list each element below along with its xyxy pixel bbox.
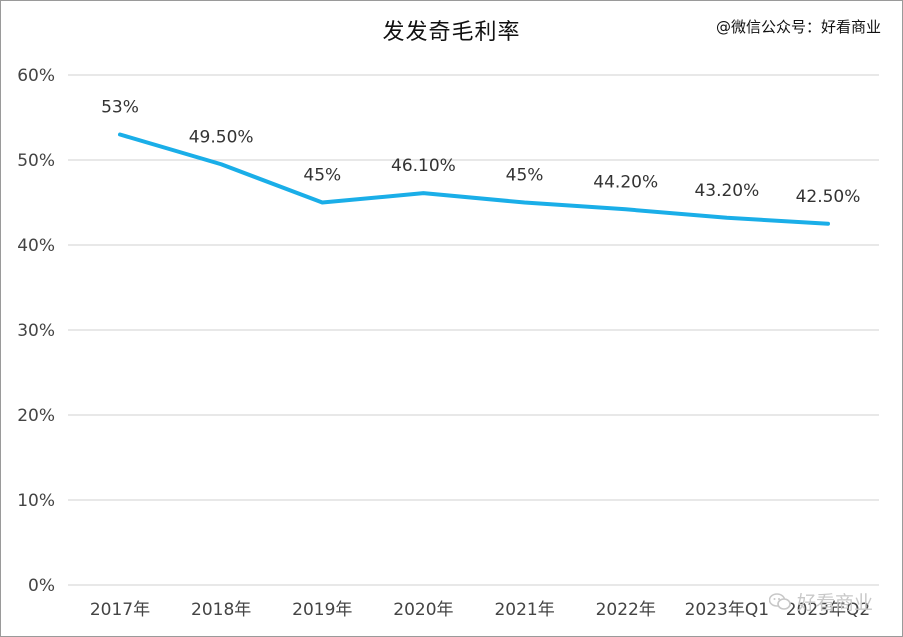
source-credit: @微信公众号：好看商业 bbox=[715, 18, 881, 36]
x-tick-label: 2022年 bbox=[596, 600, 656, 620]
x-tick-label: 2023年Q2 bbox=[786, 600, 870, 620]
x-tick-label: 2023年Q1 bbox=[685, 600, 769, 620]
y-tick-label: 50% bbox=[17, 151, 55, 171]
y-tick-label: 60% bbox=[17, 66, 55, 86]
y-tick-label: 40% bbox=[17, 236, 55, 256]
data-label: 53% bbox=[101, 98, 139, 118]
x-tick-label: 2020年 bbox=[393, 600, 453, 620]
y-tick-label: 0% bbox=[28, 576, 55, 596]
data-label: 42.50% bbox=[796, 187, 861, 207]
chat-bubble-icon bbox=[768, 592, 791, 610]
data-label: 45% bbox=[303, 166, 341, 186]
data-label: 43.20% bbox=[694, 181, 759, 201]
data-label: 49.50% bbox=[189, 127, 254, 147]
y-tick-label: 20% bbox=[17, 406, 55, 426]
data-label: 45% bbox=[506, 166, 544, 186]
data-label: 44.20% bbox=[593, 172, 658, 192]
series-line bbox=[118, 132, 830, 226]
x-tick-label: 2021年 bbox=[494, 600, 554, 620]
x-tick-label: 2017年 bbox=[90, 600, 150, 620]
watermark-text: 好看商业 bbox=[796, 592, 873, 614]
x-tick-label: 2018年 bbox=[191, 600, 251, 620]
watermark: 好看商业 bbox=[768, 588, 873, 615]
x-tick-label: 2019年 bbox=[292, 600, 352, 620]
y-tick-label: 10% bbox=[17, 491, 55, 511]
data-label: 46.10% bbox=[391, 156, 456, 176]
y-tick-label: 30% bbox=[17, 321, 55, 341]
chart-title: 发发奇毛利率 bbox=[382, 20, 521, 45]
